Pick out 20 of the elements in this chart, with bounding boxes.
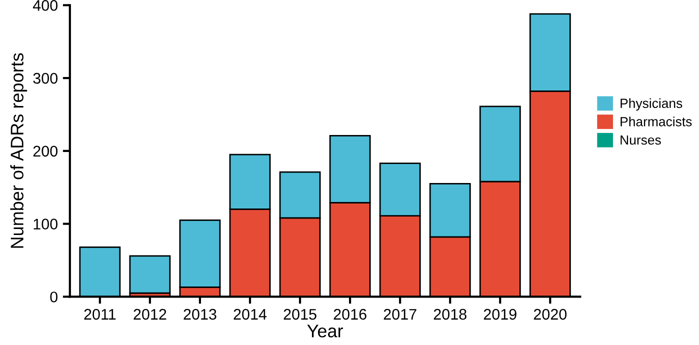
- legend-label: Physicians: [620, 98, 682, 111]
- y-axis-title: Number of ADRs reports: [10, 53, 28, 248]
- x-tick-label: 2014: [234, 308, 267, 320]
- y-tick-label: 100: [34, 218, 58, 230]
- x-tick-label: 2019: [484, 308, 516, 320]
- x-tick-label: 2016: [334, 308, 366, 320]
- y-tick-label: 200: [33, 146, 58, 157]
- x-axis-title: Year: [307, 324, 343, 338]
- x-tick-label: 2012: [134, 308, 166, 320]
- legend-label: Pharmacists: [620, 116, 692, 126]
- x-tick-label: 2015: [284, 308, 316, 320]
- x-tick-label: 2018: [434, 308, 466, 320]
- y-tick-label: 400: [32, 0, 58, 11]
- legend-label: Nurses: [620, 135, 661, 145]
- x-tick-label: 2017: [384, 308, 416, 320]
- x-tick-label: 2011: [84, 308, 116, 320]
- x-tick-label: 2020: [534, 308, 567, 320]
- x-tick-label: 2013: [184, 308, 216, 320]
- y-tick-label: 300: [33, 72, 58, 84]
- y-tick-label: 0: [50, 292, 58, 302]
